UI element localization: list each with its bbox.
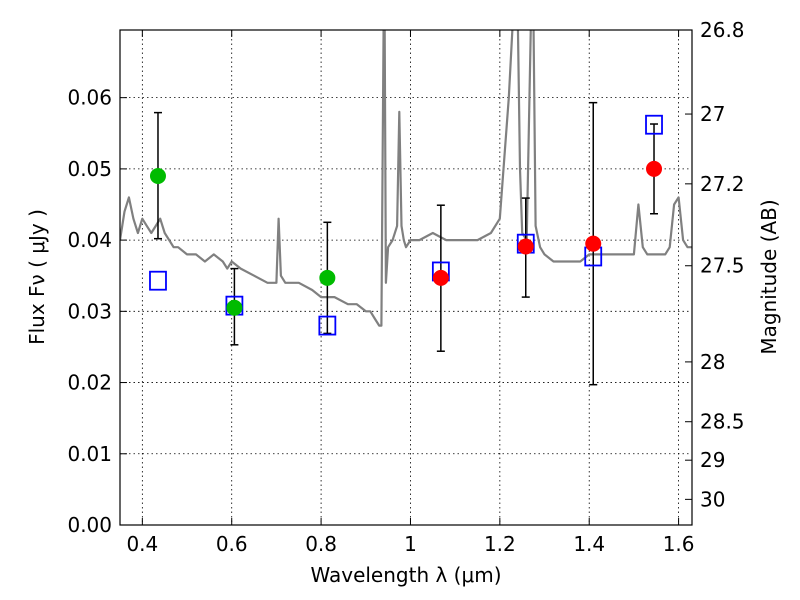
- x-tick-label: 0.4: [126, 532, 158, 556]
- y2-tick-label: 27: [700, 102, 725, 126]
- y2-tick-label: 28: [700, 350, 725, 374]
- plot-frame: [119, 29, 693, 526]
- y2-tick-label: 28.5: [700, 410, 745, 434]
- x-tick-label: 1.2: [484, 532, 516, 556]
- y-tick-label: 0.06: [67, 86, 112, 110]
- x-axis-title: Wavelength λ (μm): [310, 563, 501, 587]
- y2-tick-label: 27.2: [700, 172, 745, 196]
- y-tick-label: 0.05: [67, 157, 112, 181]
- photometry-point: [646, 160, 663, 177]
- photometry-point: [226, 299, 243, 316]
- photometry-point: [432, 269, 449, 286]
- model-square-point: [645, 114, 663, 135]
- photometry-point: [319, 269, 336, 286]
- y-tick-label: 0.00: [67, 513, 112, 537]
- x-tick-label: 0.6: [216, 532, 248, 556]
- x-tick-label: 0.8: [305, 532, 337, 556]
- x-tick-label: 1.6: [663, 532, 695, 556]
- axes: 0.4 0.6 0.8 1 1.2 1.4 1.6 0.00 0.01 0.02 0.03 0.04 0…: [67, 18, 744, 556]
- photometry-point: [149, 168, 166, 185]
- y-axis-title: Flux Fν ( μJy ): [25, 209, 49, 345]
- plot-area: [120, 30, 692, 386]
- y2-tick-label: 30: [700, 487, 725, 511]
- y-tick-label: 0.03: [67, 299, 112, 323]
- y2-tick-label: 27.5: [700, 254, 745, 278]
- y2-axis-title: Magnitude (AB): [757, 199, 781, 354]
- model-square-point: [149, 270, 167, 291]
- grid: [120, 30, 692, 526]
- x-tick-label: 1: [404, 532, 417, 556]
- y2-tick-label: 29: [700, 448, 725, 472]
- x-tick-label: 1.4: [573, 532, 605, 556]
- photometry-point: [517, 238, 534, 255]
- photometry-point: [585, 235, 602, 252]
- y-tick-label: 0.02: [67, 371, 112, 395]
- y-tick-label: 0.04: [67, 228, 112, 252]
- model-square-point: [318, 315, 337, 336]
- y-tick-label: 0.01: [67, 442, 112, 466]
- y2-tick-label: 26.8: [700, 18, 745, 42]
